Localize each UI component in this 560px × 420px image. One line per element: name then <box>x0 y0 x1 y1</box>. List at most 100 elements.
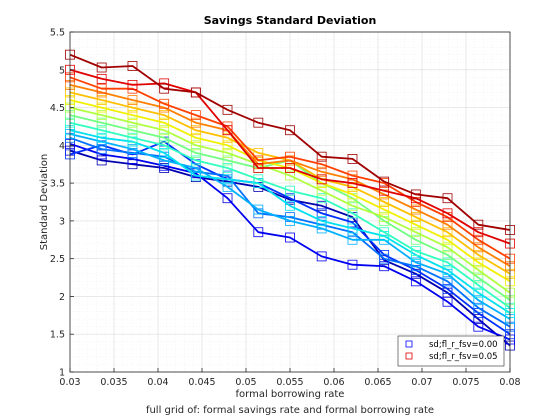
data-point <box>127 132 138 143</box>
data-point <box>190 155 201 166</box>
legend-marker-0 <box>405 340 413 348</box>
y-tick-label: 1 <box>59 368 65 379</box>
data-point <box>285 185 295 196</box>
series-line-0 <box>69 149 511 347</box>
data-point <box>222 125 233 136</box>
series-1 <box>65 138 515 345</box>
y-tick-label: 2 <box>59 292 65 303</box>
data-point <box>442 296 453 307</box>
data-point <box>159 155 170 166</box>
data-point <box>285 151 295 162</box>
data-point <box>285 200 295 211</box>
data-point <box>347 189 358 200</box>
data-point <box>379 212 390 223</box>
x-tick-label: 0.065 <box>364 377 391 388</box>
y-tick-label: 3.5 <box>50 179 65 190</box>
data-point <box>96 110 107 121</box>
data-point <box>442 234 453 245</box>
data-point <box>222 174 233 185</box>
data-point <box>410 219 421 230</box>
legend-marker-1 <box>405 352 413 360</box>
data-point <box>159 117 170 128</box>
data-point <box>316 200 327 211</box>
y-tick-label: 4 <box>59 141 65 152</box>
data-point <box>473 280 484 291</box>
y-tick-label: 3 <box>59 216 65 227</box>
data-point <box>347 200 358 211</box>
y-tick-label: 4.5 <box>50 103 65 114</box>
data-point <box>473 321 484 332</box>
data-point <box>379 176 390 187</box>
data-point <box>285 215 295 226</box>
data-point <box>473 314 484 325</box>
data-point <box>347 234 358 245</box>
data-point <box>96 83 107 94</box>
data-point <box>190 110 201 121</box>
data-point <box>96 95 107 105</box>
series-line-3 <box>69 136 511 328</box>
data-point <box>190 125 201 136</box>
data-point <box>127 102 138 113</box>
data-point <box>96 144 107 155</box>
data-point <box>222 155 233 166</box>
x-tick-label: 0.045 <box>188 377 215 388</box>
legend-label-1: sd;fl_r_fsv=0.05 <box>429 352 498 362</box>
series-line-1 <box>69 142 511 341</box>
data-point <box>347 170 358 181</box>
data-point <box>127 110 138 121</box>
data-point <box>410 234 421 245</box>
data-point <box>316 159 327 170</box>
data-point <box>285 193 295 204</box>
data-point <box>316 215 327 226</box>
data-point <box>96 125 107 136</box>
data-point <box>347 208 358 219</box>
data-point <box>253 117 264 128</box>
data-point <box>127 125 138 136</box>
data-point <box>222 193 233 204</box>
data-point <box>316 251 327 262</box>
data-point <box>159 125 170 136</box>
data-point <box>253 155 264 166</box>
data-point <box>442 249 453 260</box>
data-point <box>222 140 233 151</box>
series-line-13 <box>69 68 511 245</box>
data-point <box>316 208 327 219</box>
data-point <box>127 61 138 71</box>
legend-box <box>397 335 505 367</box>
data-point <box>410 212 421 223</box>
data-point <box>285 163 295 173</box>
data-point <box>190 163 201 173</box>
data-point <box>473 295 484 306</box>
x-tick-label: 0.05 <box>235 377 256 388</box>
data-point <box>127 95 138 105</box>
data-point <box>96 102 107 113</box>
data-point <box>190 87 201 98</box>
legend-label-0: sd;fl_r_fsv=0.00 <box>429 340 498 350</box>
data-point <box>253 163 264 173</box>
data-point <box>379 204 390 215</box>
data-point <box>96 62 107 73</box>
data-point <box>159 147 170 158</box>
data-point <box>473 249 484 260</box>
data-point <box>127 79 138 90</box>
chart-title: Savings Standard Deviation <box>204 14 377 27</box>
data-point <box>442 283 453 294</box>
data-point <box>316 185 327 196</box>
data-point <box>442 276 453 287</box>
data-point <box>222 181 233 192</box>
x-tick-label: 0.07 <box>411 377 432 388</box>
data-point <box>442 227 453 238</box>
data-point <box>285 232 295 243</box>
data-point <box>473 242 484 253</box>
data-point <box>316 174 327 185</box>
y-tick-label: 5 <box>59 65 65 76</box>
data-point <box>410 227 421 238</box>
data-point <box>127 117 138 128</box>
data-point <box>190 140 201 151</box>
data-point <box>285 125 295 136</box>
data-point <box>316 151 327 162</box>
y-tick-label: 5.5 <box>50 28 65 39</box>
data-point <box>379 227 390 238</box>
data-point <box>442 242 453 253</box>
